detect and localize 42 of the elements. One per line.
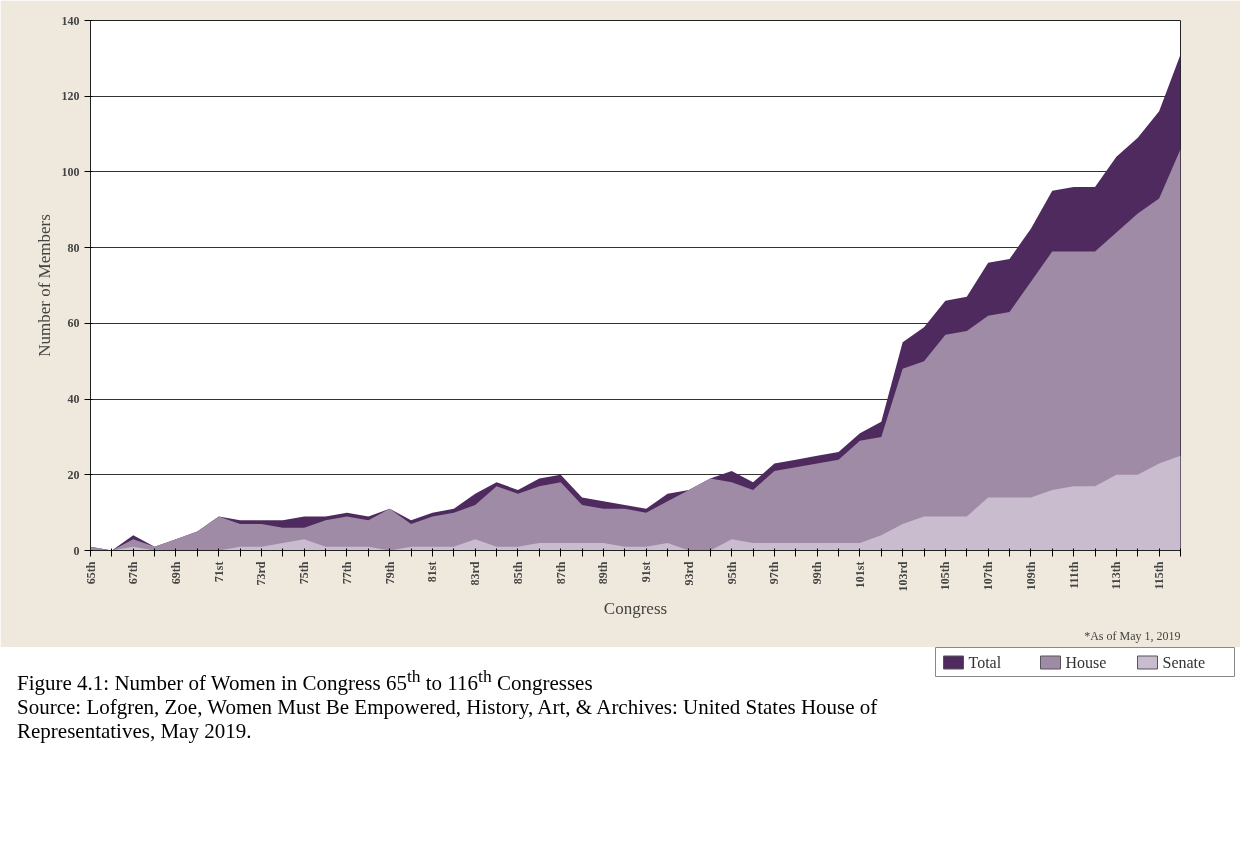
x-tick-label: 109th <box>1023 561 1038 591</box>
legend-label: Senate <box>1162 654 1206 671</box>
y-tick-label: 80 <box>67 240 80 255</box>
text: *As of May 1, 2019 <box>1084 628 1181 643</box>
x-tick-label: 97th <box>767 561 782 585</box>
x-tick-label: 75th <box>297 561 312 585</box>
x-tick-label: 77th <box>339 561 354 585</box>
x-tick-label: 93rd <box>681 561 696 586</box>
caption: Figure 4.1: Number of Women in Congress 65$^{th}$ to 116$^{th}$ Congresses <box>17 666 593 695</box>
x-tick-label: 103rd <box>895 561 910 592</box>
x-tick-label: 107th <box>981 561 996 591</box>
y-axis-title: Number of Members <box>34 214 54 357</box>
x-tick-label: 65th <box>83 561 98 585</box>
x-tick-label: 81st <box>425 561 440 583</box>
legend-label: Total <box>968 654 1002 671</box>
x-tick-label: 95th <box>724 561 739 585</box>
y-tick-label: 140 <box>61 13 80 28</box>
x-tick-label: 85th <box>510 561 525 585</box>
x-tick-label: 71st <box>211 561 226 583</box>
x-tick-label: 79th <box>382 561 397 585</box>
x-tick-label: 99th <box>810 561 825 585</box>
y-tick-label: 40 <box>67 392 80 407</box>
x-tick-label: 89th <box>596 561 611 585</box>
x-tick-label: 111th <box>1066 561 1081 589</box>
x-tick-label: 115th <box>1152 561 1167 590</box>
y-tick-label: 20 <box>67 467 80 482</box>
y-tick-label: 120 <box>61 89 80 104</box>
x-tick-label: 105th <box>938 561 953 591</box>
y-tick-label: 60 <box>67 316 80 331</box>
y-tick-label: 100 <box>61 164 80 179</box>
x-tick-label: 69th <box>168 561 183 585</box>
x-axis-title: Congress <box>603 599 668 619</box>
x-tick-label: 101st <box>852 561 867 589</box>
x-tick-label: 83rd <box>468 561 483 586</box>
x-tick-label: 73rd <box>254 561 269 586</box>
x-tick-label: 91st <box>639 561 654 583</box>
source-note: Source: Lofgren, Zoe, Women Must Be Empowered, History, Art, & Archives: United States House of Representatives, May 2019. <box>17 695 878 744</box>
y-tick-label: 0 <box>73 543 80 558</box>
x-tick-label: 87th <box>553 561 568 585</box>
legend-label: House <box>1065 654 1107 671</box>
x-tick-label: 67th <box>126 561 141 585</box>
x-tick-label: 113th <box>1109 561 1124 590</box>
